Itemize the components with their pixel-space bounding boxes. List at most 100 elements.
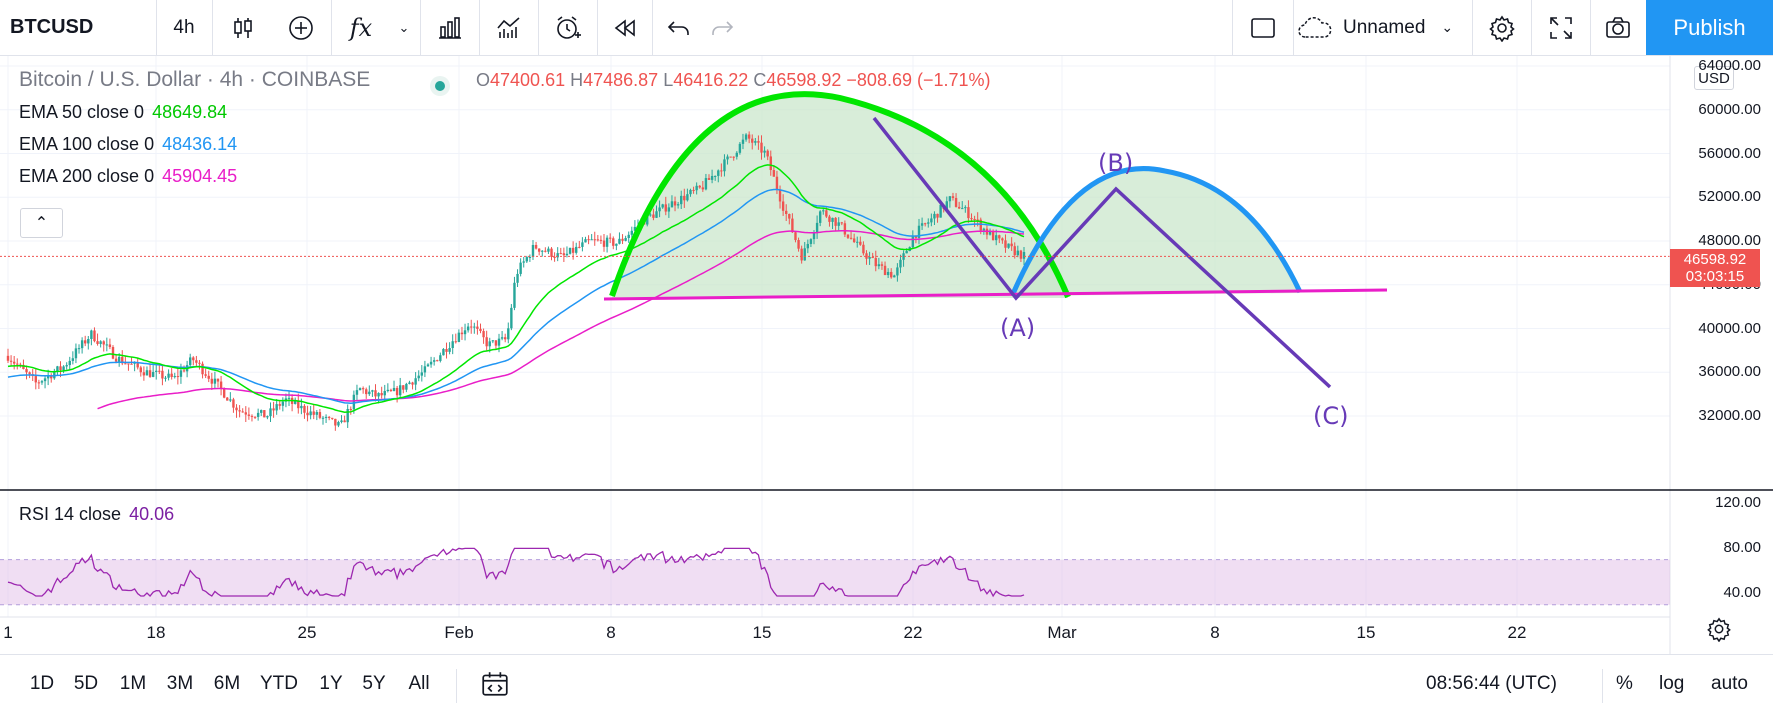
- rsi-legend[interactable]: RSI 14 close 40.06: [19, 504, 174, 525]
- candle-body: [201, 363, 204, 375]
- low-value: 46416.22: [673, 70, 749, 90]
- chart-area[interactable]: Bitcoin / U.S. Dollar · 4h · COINBASE O4…: [0, 56, 1773, 654]
- candle-body: [661, 204, 664, 208]
- utc-clock[interactable]: 08:56:44 (UTC): [1426, 673, 1557, 694]
- wave-a-label[interactable]: (A): [1000, 314, 1036, 342]
- candle-body: [454, 341, 457, 343]
- rsi-label: RSI 14 close: [19, 504, 122, 524]
- candle-body: [849, 237, 853, 239]
- ema100-legend[interactable]: EMA 100 close 0 48436.14: [19, 134, 237, 155]
- fullscreen-button[interactable]: [1533, 0, 1589, 55]
- candle-body: [726, 156, 729, 160]
- ema50-line: [7, 164, 1025, 413]
- candle-body: [210, 378, 214, 384]
- settings-button[interactable]: [1474, 0, 1530, 55]
- symbol-legend-title[interactable]: Bitcoin / U.S. Dollar · 4h · COINBASE: [19, 68, 371, 91]
- candle-body: [463, 330, 467, 335]
- gear-icon[interactable]: [1706, 616, 1732, 642]
- currency-badge[interactable]: USD: [1694, 66, 1734, 90]
- layout-button[interactable]: [1234, 0, 1292, 55]
- candle-body: [649, 214, 652, 216]
- ema200-legend[interactable]: EMA 200 close 0 45904.45: [19, 166, 237, 187]
- candle-body: [343, 420, 346, 423]
- goto-date-button[interactable]: [480, 669, 510, 705]
- financials-button[interactable]: [481, 0, 537, 55]
- candle-body: [451, 341, 454, 349]
- indicators-button[interactable]: f𝑥: [333, 0, 389, 55]
- wave-b-label[interactable]: (B): [1098, 149, 1134, 177]
- range-button-1y[interactable]: 1Y: [319, 673, 343, 694]
- candle-body: [192, 357, 195, 361]
- market-status-icon[interactable]: [430, 76, 450, 96]
- interval-button[interactable]: 4h: [158, 0, 210, 55]
- candle-body: [988, 231, 992, 235]
- candle-body: [695, 185, 698, 191]
- candle-body: [241, 411, 244, 413]
- layout-name-button[interactable]: Unnamed ⌄: [1297, 0, 1477, 55]
- candle-body: [1001, 238, 1004, 241]
- symbol-search-button[interactable]: BTCUSD: [10, 0, 150, 55]
- candle-body: [96, 341, 99, 344]
- compare-button[interactable]: [272, 0, 330, 55]
- candle-body: [337, 422, 340, 426]
- snapshot-button[interactable]: [1592, 0, 1644, 55]
- candle-body: [293, 400, 297, 404]
- templates-button[interactable]: [422, 0, 478, 55]
- range-button-1d[interactable]: 1D: [29, 673, 55, 694]
- percent-scale-toggle[interactable]: %: [1616, 673, 1633, 694]
- candle-body: [778, 189, 782, 202]
- candle-body: [516, 273, 519, 283]
- undo-button[interactable]: [654, 0, 704, 55]
- candle-body: [108, 344, 112, 348]
- price-tick-label: 36000.00: [1698, 363, 1761, 381]
- range-button-6m[interactable]: 6M: [213, 673, 241, 694]
- candle-body: [828, 216, 831, 222]
- candle-body: [331, 417, 334, 419]
- publish-button[interactable]: Publish: [1646, 0, 1773, 55]
- range-button-5y[interactable]: 5Y: [362, 673, 386, 694]
- candle-body: [189, 357, 192, 366]
- range-button-ytd[interactable]: YTD: [260, 673, 298, 694]
- candle-body: [16, 363, 19, 365]
- candle-body: [256, 412, 260, 417]
- wave-c-label[interactable]: (C): [1313, 402, 1349, 430]
- candle-body: [229, 399, 232, 401]
- ema50-legend[interactable]: EMA 50 close 0 48649.84: [19, 102, 227, 123]
- toolbar-divider: [1602, 669, 1603, 703]
- candle-body: [380, 393, 383, 396]
- alert-button[interactable]: [540, 0, 596, 55]
- candle-body: [278, 404, 281, 406]
- candle-body: [340, 420, 343, 423]
- candle-body: [757, 141, 760, 143]
- indicators-dropdown[interactable]: ⌄: [389, 0, 419, 55]
- candle-body: [374, 390, 377, 397]
- candle-body: [408, 382, 411, 384]
- redo-button[interactable]: [700, 0, 744, 55]
- candle-body: [22, 364, 25, 370]
- candle-body: [74, 348, 78, 359]
- toolbar-divider: [1472, 0, 1473, 55]
- range-button-3m[interactable]: 3M: [166, 673, 194, 694]
- replay-button[interactable]: [599, 0, 651, 55]
- candle-body: [809, 239, 813, 244]
- candle-body: [457, 332, 461, 342]
- candle-body: [124, 363, 127, 365]
- auto-scale-toggle[interactable]: auto: [1711, 673, 1748, 694]
- candle-body: [692, 189, 695, 191]
- candle-body: [584, 239, 587, 243]
- candle-body: [315, 412, 319, 415]
- fx-icon: f𝑥: [349, 13, 373, 42]
- collapse-legend-button[interactable]: ⌃: [20, 208, 63, 238]
- candle-body: [510, 307, 513, 329]
- range-button-1m[interactable]: 1M: [119, 673, 147, 694]
- range-button-5d[interactable]: 5D: [73, 673, 99, 694]
- candle-body: [939, 204, 942, 218]
- chart-canvas[interactable]: [0, 56, 1773, 654]
- log-scale-toggle[interactable]: log: [1659, 673, 1685, 694]
- candle-body: [689, 189, 692, 195]
- candle-body: [395, 387, 399, 396]
- range-button-all[interactable]: All: [408, 673, 430, 694]
- chart-style-button[interactable]: [214, 0, 272, 55]
- candle-body: [93, 330, 96, 342]
- candle-body: [466, 326, 470, 331]
